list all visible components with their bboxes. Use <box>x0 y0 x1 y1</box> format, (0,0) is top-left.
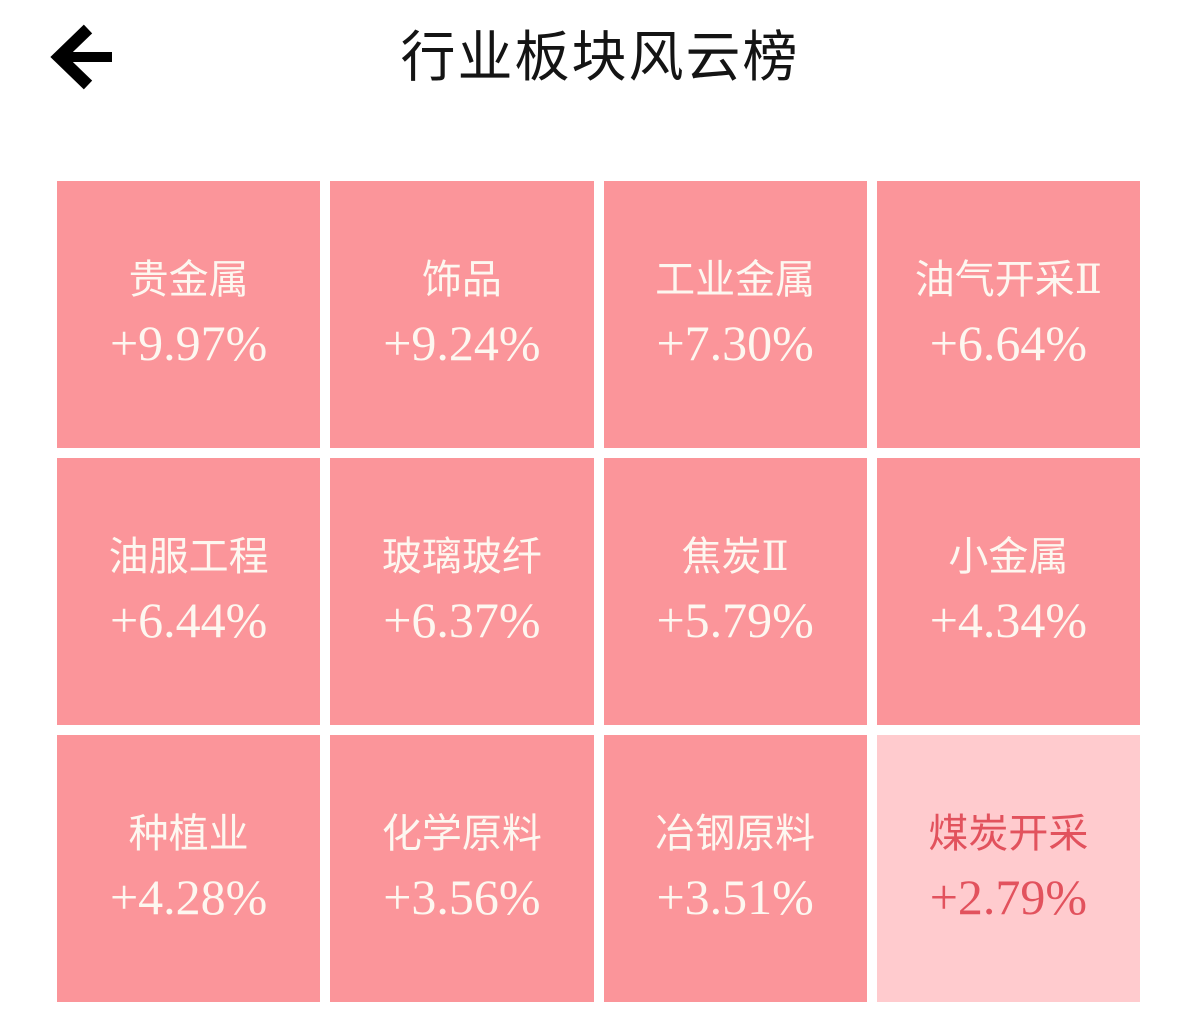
sector-change: +6.44% <box>109 592 268 648</box>
back-button[interactable] <box>48 22 114 92</box>
sector-change: +3.51% <box>656 869 814 925</box>
sector-change: +6.37% <box>383 592 541 648</box>
header: 行业板块风云榜 <box>0 0 1200 181</box>
sector-change: +3.56% <box>383 869 541 925</box>
sector-change: +9.24% <box>383 315 541 371</box>
arrow-left-icon <box>50 24 112 90</box>
sector-name: 油气开采Ⅱ <box>914 257 1102 302</box>
sector-name: 冶钢原料 <box>655 811 816 856</box>
sector-name: 油服工程 <box>108 534 269 579</box>
sector-tile[interactable]: 油服工程 +6.44% <box>57 458 321 725</box>
sector-change: +4.34% <box>929 592 1088 648</box>
page-title: 行业板块风云榜 <box>400 27 800 88</box>
sector-tile[interactable]: 焦炭Ⅱ +5.79% <box>603 458 867 725</box>
sector-change: +4.28% <box>109 869 268 925</box>
sector-name: 煤炭开采 <box>928 811 1089 856</box>
sector-tile[interactable]: 贵金属 +9.97% <box>57 181 321 448</box>
sector-tile[interactable]: 玻璃玻纤 +6.37% <box>330 458 594 725</box>
sector-name: 玻璃玻纤 <box>381 534 542 579</box>
sector-tile[interactable]: 种植业 +4.28% <box>57 735 321 1002</box>
sector-name: 工业金属 <box>655 257 816 302</box>
sector-tile[interactable]: 煤炭开采 +2.79% <box>876 735 1140 1002</box>
sector-change: +9.97% <box>109 315 268 371</box>
sector-tile[interactable]: 工业金属 +7.30% <box>603 181 867 448</box>
sector-grid: 贵金属 +9.97% 饰品 +9.24% 工业金属 +7.30% 油气开采Ⅱ +6.64% 油服… <box>57 181 1140 1002</box>
sector-change: +7.30% <box>656 315 814 371</box>
sector-name: 饰品 <box>421 257 502 302</box>
sector-change: +2.79% <box>929 869 1088 925</box>
sector-name: 小金属 <box>948 534 1069 579</box>
sector-name: 焦炭Ⅱ <box>681 534 789 579</box>
sector-change: +6.64% <box>929 315 1088 371</box>
sector-name: 贵金属 <box>128 257 249 302</box>
sector-tile[interactable]: 油气开采Ⅱ +6.64% <box>876 181 1140 448</box>
sector-tile[interactable]: 冶钢原料 +3.51% <box>603 735 867 1002</box>
sector-tile[interactable]: 饰品 +9.24% <box>330 181 594 448</box>
sector-tile[interactable]: 化学原料 +3.56% <box>330 735 594 1002</box>
sector-name: 种植业 <box>128 811 249 856</box>
sector-tile[interactable]: 小金属 +4.34% <box>876 458 1140 725</box>
sector-change: +5.79% <box>656 592 814 648</box>
sector-name: 化学原料 <box>381 811 542 856</box>
